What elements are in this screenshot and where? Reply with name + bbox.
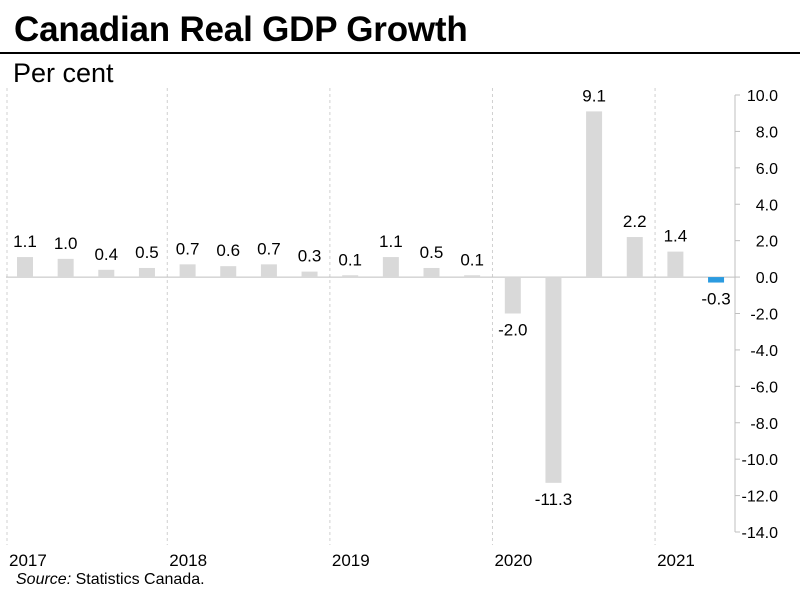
bar-data-label: 1.0 (54, 234, 78, 253)
y-tick-label: 8.0 (756, 124, 778, 141)
bar (17, 257, 33, 278)
y-tick-label: 10.0 (747, 88, 778, 105)
y-tick-label: -4.0 (750, 343, 778, 360)
bar-data-label: -11.3 (535, 490, 573, 509)
bar-data-label: 0.7 (257, 239, 281, 258)
bar-data-label: 9.1 (582, 86, 606, 105)
source-text: Statistics Canada. (71, 571, 205, 588)
bar-data-label: 0.5 (420, 243, 444, 262)
chart-subtitle: Per cent (13, 58, 114, 88)
y-tick-label: -2.0 (750, 307, 778, 324)
bar (342, 275, 359, 278)
bar (138, 267, 155, 278)
y-tick-label: -6.0 (750, 379, 778, 396)
gdp-bar-chart: 1.1 1.0 0.4 0.5 0.7 0.6 0.7 0.3 0.1 1.1 0.5 0.1 -2.0… (6, 86, 779, 570)
bar (545, 277, 562, 483)
y-tick-label: -12.0 (742, 489, 779, 506)
bar (220, 266, 237, 278)
source-label: Source: (16, 571, 72, 588)
bar (667, 251, 684, 278)
bar-data-label: 0.1 (338, 250, 362, 269)
y-tick-label: 6.0 (756, 161, 778, 178)
bar-data-label: 1.1 (13, 232, 37, 251)
y-tick-label: 2.0 (756, 234, 778, 251)
bar (382, 257, 399, 278)
bar-data-label: 0.5 (135, 243, 159, 262)
bar (301, 271, 318, 278)
y-tick-label: 0.0 (756, 270, 778, 287)
x-year-label: 2021 (657, 551, 695, 570)
y-tick-label: -10.0 (742, 452, 779, 469)
bars (17, 111, 725, 483)
title-divider (0, 52, 800, 54)
source-note: Source: Statistics Canada. (16, 571, 205, 589)
bar-data-label: 2.2 (623, 212, 647, 231)
bar (464, 275, 481, 278)
bar (260, 264, 277, 278)
x-year-label: 2017 (9, 551, 47, 570)
bar-data-label: 1.4 (664, 227, 688, 246)
bar-data-label: 1.1 (379, 232, 403, 251)
bar (179, 264, 196, 278)
y-tick-label: -14.0 (742, 525, 779, 542)
chart-title: Canadian Real GDP Growth (14, 10, 468, 49)
y-tick-label: 4.0 (756, 197, 778, 214)
axes (6, 94, 740, 533)
x-year-labels: 2017 2018 2019 2020 2021 (9, 551, 695, 570)
x-year-label: 2020 (494, 551, 532, 570)
data-labels: 1.1 1.0 0.4 0.5 0.7 0.6 0.7 0.3 0.1 1.1 0.5 0.1 -2.0… (13, 86, 731, 508)
bar (57, 258, 74, 278)
x-year-label: 2019 (332, 551, 370, 570)
bar-data-label: 0.6 (216, 241, 240, 260)
bar-data-label: 0.4 (94, 245, 118, 264)
bar (423, 267, 440, 278)
bar (98, 269, 115, 278)
bar (626, 237, 643, 278)
bar-data-label: -0.3 (701, 290, 730, 309)
bar (504, 277, 521, 314)
bar-data-label: -2.0 (498, 321, 527, 340)
x-year-label: 2018 (169, 551, 207, 570)
y-tick-labels: 10.0 8.0 6.0 4.0 2.0 0.0 -2.0 -4.0 -6.0 -8.0 -10.0… (742, 88, 779, 542)
bar-data-label: 0.1 (460, 250, 484, 269)
bar (586, 111, 603, 278)
bar (708, 277, 725, 283)
bar-data-label: 0.3 (298, 247, 322, 266)
y-tick-label: -8.0 (750, 416, 778, 433)
bar-data-label: 0.7 (176, 239, 200, 258)
year-gridlines (6, 88, 656, 545)
